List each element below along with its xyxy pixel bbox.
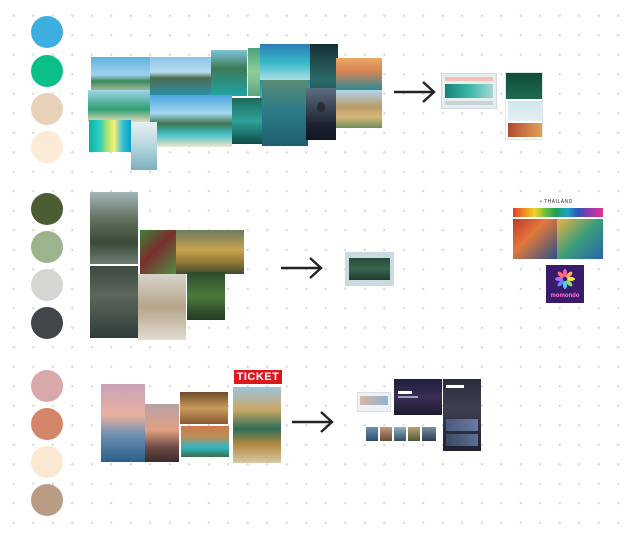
- website-mockup-desktop[interactable]: [357, 392, 391, 412]
- arrow-right-icon: [292, 411, 334, 433]
- color-swatch[interactable]: [31, 269, 63, 301]
- color-swatch[interactable]: [31, 93, 63, 125]
- photo-tile[interactable]: [260, 44, 310, 80]
- photo-tile[interactable]: [131, 122, 157, 170]
- photo-tile[interactable]: [145, 404, 179, 462]
- photo-tile[interactable]: [513, 219, 557, 259]
- color-swatch[interactable]: [31, 193, 63, 225]
- color-swatch[interactable]: [31, 446, 63, 478]
- photo-tile[interactable]: [380, 427, 392, 441]
- photo-tile[interactable]: [394, 427, 406, 441]
- momondo-logo: momondo: [546, 265, 584, 303]
- photo-tile[interactable]: [366, 427, 378, 441]
- photo-tile[interactable]: [101, 384, 145, 462]
- thailand-label: • THAILAND: [540, 199, 573, 205]
- photo-tile[interactable]: [181, 426, 229, 457]
- arrow-right-icon: [394, 81, 436, 103]
- photo-tile[interactable]: [150, 95, 232, 147]
- photo-tile[interactable]: [422, 427, 436, 441]
- photo-tile[interactable]: [233, 387, 281, 463]
- photo-tile[interactable]: [187, 272, 225, 320]
- photo-tile[interactable]: [408, 427, 420, 441]
- photo-tile[interactable]: [90, 192, 138, 264]
- color-swatch[interactable]: [31, 16, 63, 48]
- photo-tile[interactable]: [150, 57, 212, 95]
- website-mockup-mobile[interactable]: [443, 379, 481, 451]
- color-swatch[interactable]: [31, 231, 63, 263]
- color-swatch[interactable]: [31, 484, 63, 516]
- website-mockup-desktop[interactable]: [394, 379, 442, 415]
- photo-tile[interactable]: [138, 274, 186, 340]
- photo-tile[interactable]: [88, 90, 150, 122]
- color-swatch[interactable]: [31, 307, 63, 339]
- momondo-flower-icon: [555, 269, 575, 289]
- color-strip: [513, 208, 603, 217]
- arrow-right-icon: [281, 257, 323, 279]
- color-swatch[interactable]: [31, 370, 63, 402]
- photo-tile[interactable]: [90, 266, 138, 338]
- momondo-wordmark: momondo: [550, 293, 580, 299]
- hot-air-balloon-shape: [317, 102, 325, 112]
- ticket-logo: TICKET: [234, 370, 282, 384]
- photo-tile[interactable]: [140, 230, 176, 274]
- photo-tile[interactable]: [336, 90, 382, 128]
- photo-tile[interactable]: [89, 120, 131, 152]
- photo-tile[interactable]: [336, 58, 382, 90]
- photo-tile[interactable]: [306, 88, 336, 140]
- website-mockup-mobile[interactable]: [505, 72, 543, 140]
- color-swatch[interactable]: [31, 131, 63, 163]
- photo-tile[interactable]: [176, 230, 244, 274]
- website-mockup-desktop[interactable]: [345, 252, 394, 286]
- color-swatch[interactable]: [31, 55, 63, 87]
- photo-tile[interactable]: [180, 392, 228, 424]
- photo-tile[interactable]: [557, 219, 603, 259]
- color-swatch[interactable]: [31, 408, 63, 440]
- photo-tile[interactable]: [262, 80, 308, 146]
- photo-tile[interactable]: [248, 48, 260, 96]
- photo-tile[interactable]: [211, 50, 247, 96]
- website-mockup-desktop[interactable]: [441, 73, 497, 109]
